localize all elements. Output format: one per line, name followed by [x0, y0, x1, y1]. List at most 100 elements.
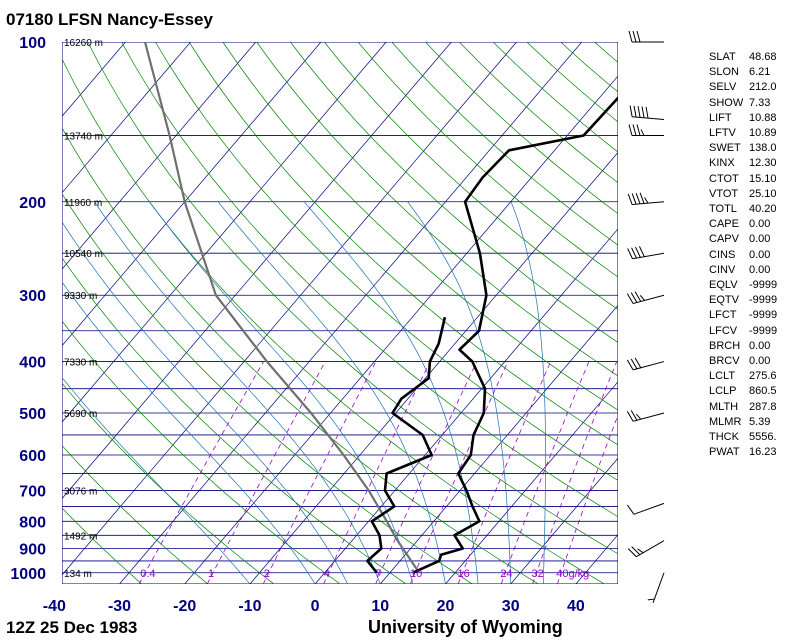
wind-barb-feather [626, 504, 635, 515]
wind-barb-feather [628, 30, 633, 43]
index-name: CINS [709, 248, 736, 261]
dry-adiabat-line [290, 42, 618, 343]
mixing-ratio-label: 2 [264, 568, 270, 580]
index-value: 0.00 [749, 263, 771, 276]
mixing-ratio-label: 10 [410, 568, 422, 580]
isotherm-line [314, 228, 618, 584]
isotherm-line [0, 42, 60, 584]
mixing-ratio-line [457, 361, 552, 584]
moist-adiabat-line [94, 201, 381, 584]
index-name: LFCV [709, 324, 738, 337]
isotherm-line [62, 42, 322, 347]
pressure-tick-label: 900 [19, 541, 46, 558]
dry-adiabat-line [121, 42, 618, 518]
index-row: KINX 12.30 [709, 156, 777, 171]
index-value: 5.39 [749, 415, 771, 428]
moist-adiabat-line [407, 201, 512, 584]
index-row: MLTH 287.8 [709, 400, 777, 415]
wind-barb-feather [639, 295, 646, 301]
wind-barb-feather [635, 413, 642, 420]
index-name: CINV [709, 263, 736, 276]
temperature-profile-line [412, 95, 618, 574]
dry-adiabat-line [155, 42, 618, 481]
pressure-tick-label: 700 [19, 484, 46, 501]
index-row: EQTV -9999 [709, 293, 777, 308]
wind-barb-feather [633, 105, 637, 118]
mixing-ratio-label: 0.4 [140, 568, 155, 580]
pressure-tick-label: 800 [19, 514, 46, 531]
height-label: 9330 m [64, 291, 97, 302]
wind-barb-feather [640, 129, 645, 136]
height-label: 11960 m [64, 198, 102, 209]
wind-barb-feather [637, 548, 644, 554]
index-name: SELV [709, 81, 737, 94]
mixing-ratio-label: 1 [208, 568, 214, 580]
wind-barb [626, 357, 665, 371]
index-name: LFCT [709, 309, 737, 322]
index-row: CAPV 0.00 [709, 232, 777, 247]
wind-barb-feather [634, 357, 642, 369]
wind-barb-feather [645, 106, 649, 119]
index-name: PWAT [709, 446, 740, 459]
pressure-tick-label: 600 [19, 448, 46, 465]
isotherm-line [445, 381, 618, 584]
isotherm-line [62, 42, 387, 423]
temperature-tick-label: 40 [567, 598, 585, 615]
wind-barb-feather [630, 410, 638, 421]
isotherm-line [62, 42, 257, 270]
index-value: 275.6 [749, 370, 777, 383]
index-row: CINV 0.00 [709, 263, 777, 278]
height-label: 16260 m [64, 38, 103, 49]
temperature-tick-label: 0 [311, 598, 320, 615]
height-label: 10540 m [64, 249, 103, 260]
mixing-ratio-line [532, 361, 618, 584]
chart-title: 07180 LFSN Nancy-Essey [6, 10, 213, 29]
source-credit: University of Wyoming [368, 617, 563, 637]
index-value: 10.89 [749, 127, 777, 140]
wind-barb-feather [631, 546, 641, 556]
wind-barb-feather [631, 193, 637, 205]
index-value: 5556. [749, 431, 777, 444]
temperature-tick-label: -30 [108, 598, 131, 615]
mixing-ratio-line [500, 361, 590, 584]
index-value: 287.8 [749, 400, 777, 413]
index-name: MLTH [709, 400, 739, 413]
index-name: BRCH [709, 339, 741, 352]
index-row: BRCH 0.00 [709, 339, 777, 354]
mixing-ratio-line [323, 361, 431, 584]
index-row: SLAT 48.68 [709, 50, 777, 65]
isotherm-line [62, 42, 452, 500]
sounding-profiles [143, 42, 618, 574]
pressure-tick-label: 300 [19, 288, 46, 305]
wind-barb-feather [647, 598, 655, 601]
index-name: TOTL [709, 203, 737, 216]
mixing-ratio-label: 32 [532, 568, 544, 580]
index-row: CINS 0.00 [709, 248, 777, 263]
index-name: THCK [709, 431, 739, 444]
index-name: SHOW [709, 96, 744, 109]
wind-barb-feather [636, 124, 641, 136]
index-value: 7.33 [749, 96, 771, 109]
moist-adiabat-line [303, 201, 479, 584]
height-label: 5690 m [64, 409, 97, 420]
dry-adiabat-line [62, 193, 473, 584]
dry-adiabat-line [62, 445, 209, 584]
wind-barb-feather [636, 30, 641, 43]
dry-adiabat-line [87, 42, 618, 555]
observation-time: 12Z 25 Dec 1983 [6, 618, 138, 637]
wind-barb-feather [644, 197, 649, 204]
index-row: MLMR 5.39 [709, 415, 777, 430]
wind-barb-feather [634, 291, 642, 302]
pressure-tick-label: 1000 [10, 566, 46, 583]
wind-barb [627, 192, 665, 206]
index-row: BRCV 0.00 [709, 354, 777, 369]
dry-adiabat-line [62, 57, 605, 584]
index-row: VTOT 25.10 [709, 187, 777, 202]
index-name: LCLT [709, 370, 736, 383]
temperature-tick-label: 30 [502, 598, 520, 615]
mixing-ratio-line [262, 361, 377, 584]
wind-barb [628, 30, 664, 43]
temperature-tick-label: 10 [371, 598, 389, 615]
index-value: 0.00 [749, 355, 771, 368]
